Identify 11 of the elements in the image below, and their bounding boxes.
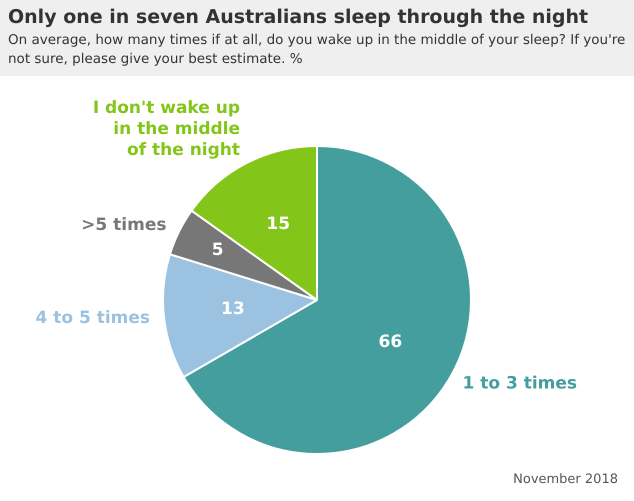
slice-label: I don't wake up in the middle of the night [92, 98, 240, 160]
chart-title: Only one in seven Australians sleep through the night [8, 6, 590, 28]
slice-label: 1 to 3 times [462, 373, 578, 394]
data-label: 66 [378, 332, 402, 352]
slice-label: 4 to 5 times [35, 308, 150, 328]
data-label: 13 [220, 298, 245, 319]
data-label: 5 [212, 240, 224, 260]
chart-subtitle: On average, how many times if at all, do you wake up in the middle of your sleep? If you're not sure, please give your best estimate. % [8, 31, 626, 69]
data-label: 15 [266, 214, 290, 234]
slice-label: >5 times [81, 214, 166, 235]
text: November 2018 [513, 472, 618, 487]
